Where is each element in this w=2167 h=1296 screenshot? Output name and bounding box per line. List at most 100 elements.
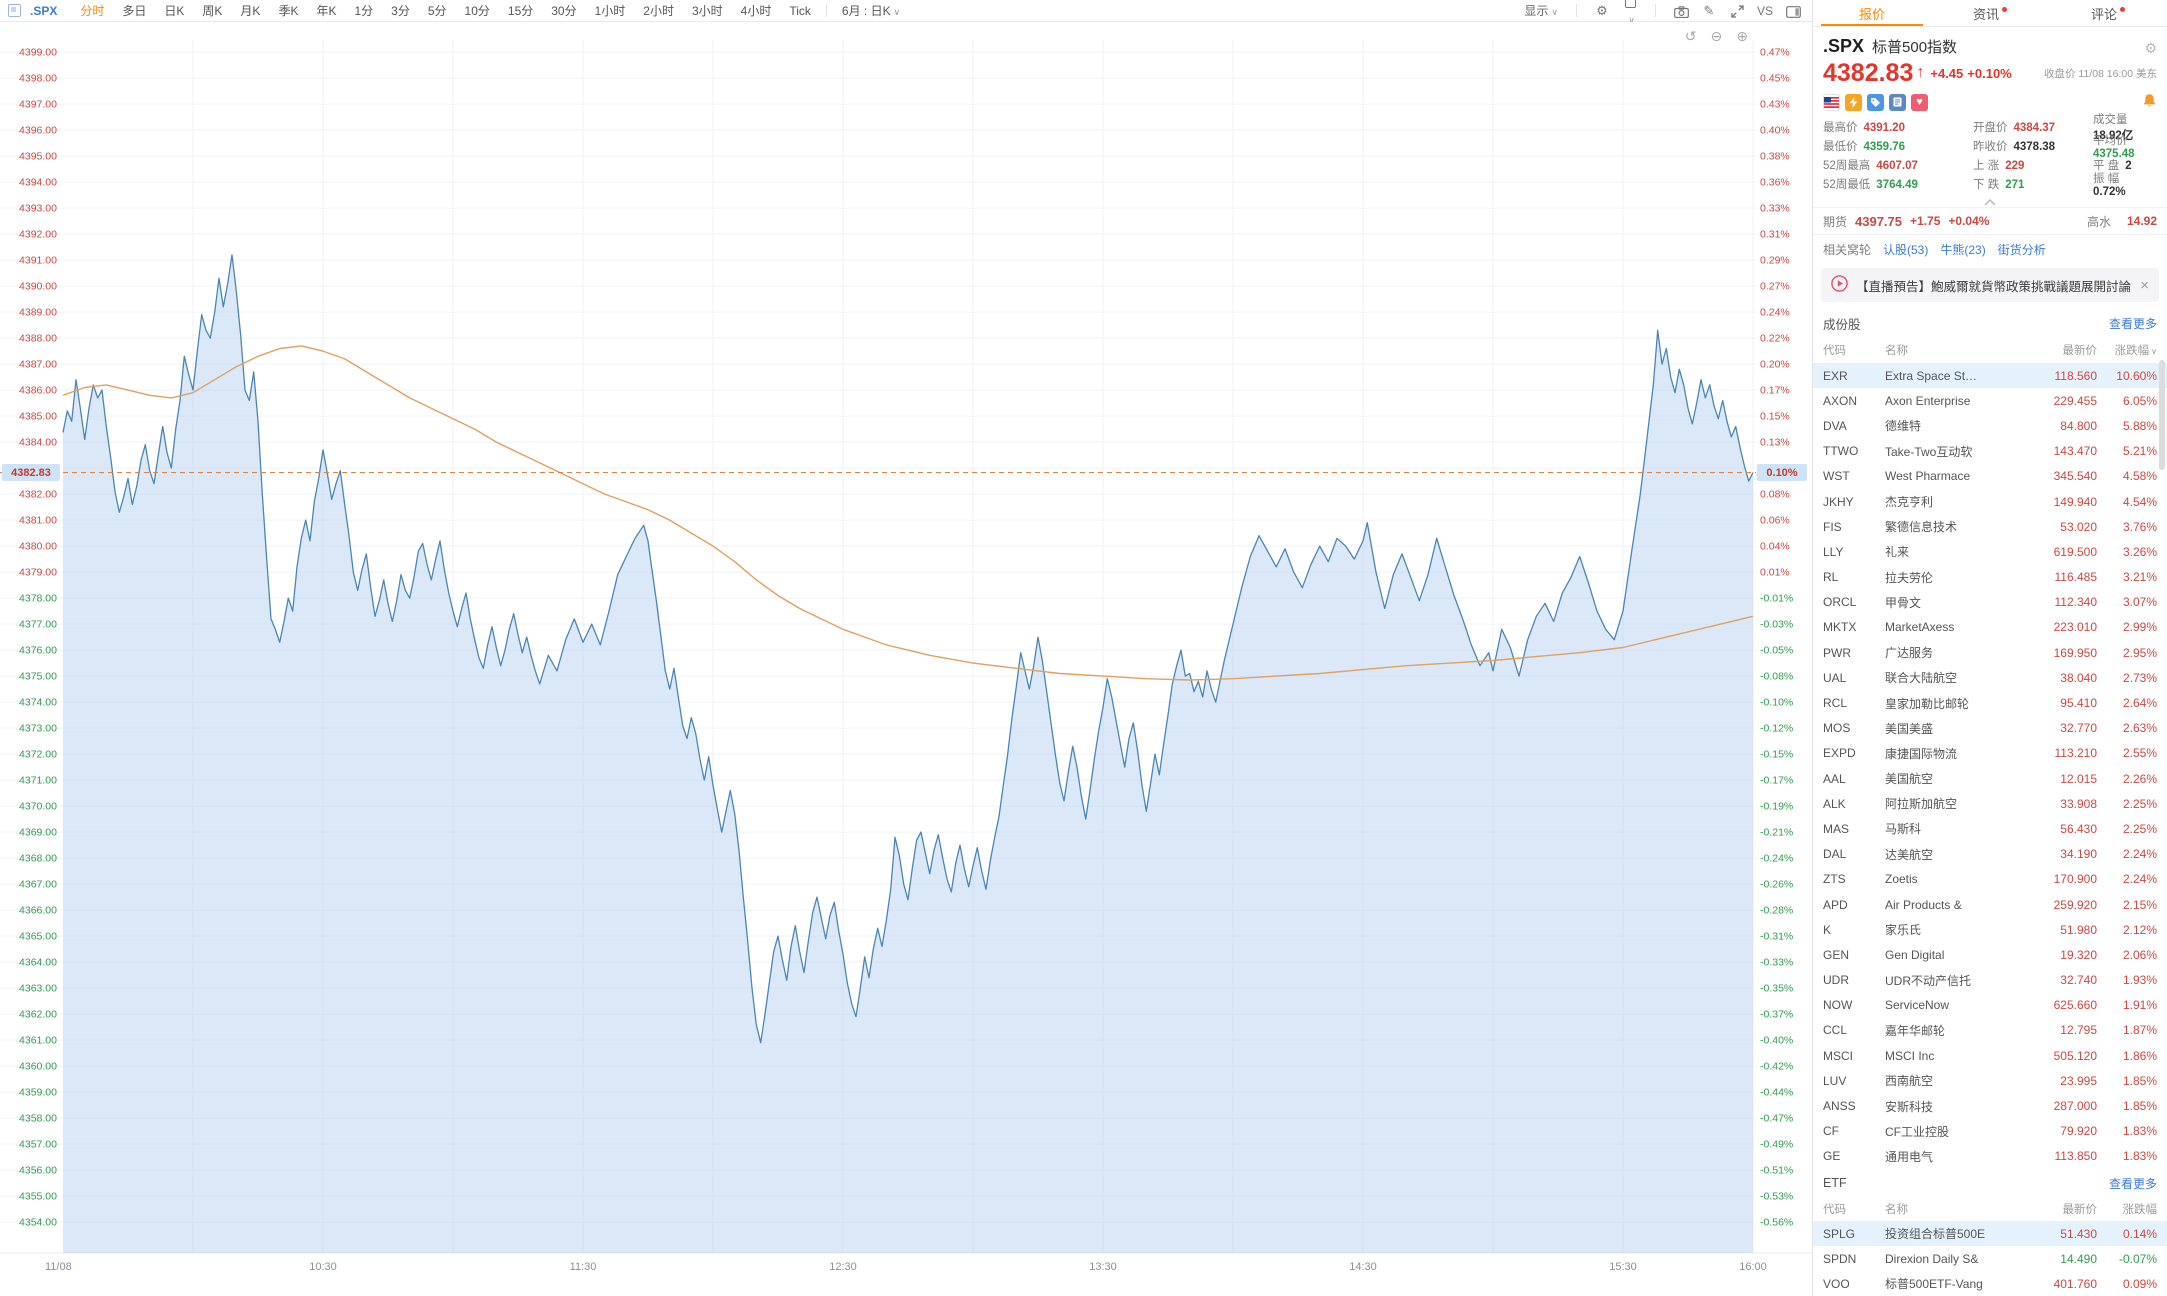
window-layout-icon[interactable]: [8, 4, 21, 17]
table-row[interactable]: PWR 广达服务 169.950 2.95%: [1813, 640, 2167, 665]
table-row[interactable]: K 家乐氏 51.980 2.12%: [1813, 917, 2167, 942]
stock-change: 6.05%: [2122, 393, 2157, 408]
svg-text:-0.12%: -0.12%: [1760, 723, 1793, 735]
table-row[interactable]: JKHY 杰克亨利 149.940 4.54%: [1813, 489, 2167, 514]
stock-code: UDR: [1823, 973, 1849, 988]
period-tab[interactable]: 15分: [507, 4, 534, 18]
period-tab[interactable]: 3分: [391, 4, 410, 18]
etf-see-more-link[interactable]: 查看更多: [2108, 1176, 2157, 1191]
period-tab[interactable]: 分时: [80, 4, 105, 18]
collapse-stats-button[interactable]: [1813, 195, 2167, 207]
tab-资讯[interactable]: 资讯: [1931, 0, 2049, 26]
table-row[interactable]: WST West Pharmace 345.540 4.58%: [1813, 464, 2167, 489]
reset-zoom-icon[interactable]: ↺: [1684, 28, 1697, 44]
stock-change: 2.24%: [2122, 847, 2157, 862]
zoom-out-icon[interactable]: ⊖: [1710, 28, 1723, 44]
alert-bell-icon[interactable]: [2142, 93, 2157, 111]
table-row[interactable]: CCL 嘉年华邮轮 12.795 1.87%: [1813, 1018, 2167, 1043]
notes-ledger-icon[interactable]: [1889, 93, 1906, 111]
svg-text:0.08%: 0.08%: [1760, 489, 1790, 501]
screenshot-camera-icon[interactable]: [1672, 3, 1690, 18]
draw-pencil-icon[interactable]: ✎: [1703, 2, 1715, 18]
table-row[interactable]: GE 通用电气 113.850 1.83%: [1813, 1144, 2167, 1169]
period-tab[interactable]: 4小时: [740, 4, 772, 18]
fullscreen-expand-icon[interactable]: [1728, 3, 1746, 18]
table-row[interactable]: DAL 达美航空 34.190 2.24%: [1813, 842, 2167, 867]
period-tab[interactable]: 30分: [551, 4, 577, 18]
table-row[interactable]: CF CF工业控股 79.920 1.83%: [1813, 1119, 2167, 1144]
table-row[interactable]: AXON Axon Enterprise 229.455 6.05%: [1813, 388, 2167, 413]
table-row[interactable]: APD Air Products & 259.920 2.15%: [1813, 892, 2167, 917]
table-row[interactable]: ORCL 甲骨文 112.340 3.07%: [1813, 590, 2167, 615]
stock-code: MOS: [1823, 721, 1851, 736]
period-tab[interactable]: 季K: [278, 4, 299, 18]
tag-label-icon[interactable]: [1867, 93, 1884, 111]
table-row[interactable]: RL 拉夫劳伦 116.485 3.21%: [1813, 565, 2167, 590]
period-tab[interactable]: 10分: [464, 4, 490, 18]
warrant-link[interactable]: 认股(53): [1883, 242, 1929, 257]
live-broadcast-banner[interactable]: 【直播預告】鮑威爾就貨幣政策挑戰議題展開討論 ×: [1813, 263, 2167, 309]
us-flag-icon: [1823, 93, 1840, 111]
period-tab[interactable]: Tick: [789, 4, 811, 18]
chart-type-dropdown[interactable]: ∨: [1621, 0, 1639, 26]
svg-text:4362.00: 4362.00: [19, 1009, 57, 1021]
table-row[interactable]: LUV 西南航空 23.995 1.85%: [1813, 1068, 2167, 1093]
period-tab[interactable]: 1分: [354, 4, 374, 18]
period-tab[interactable]: 年K: [316, 4, 337, 18]
table-row[interactable]: MKTX MarketAxess 223.010 2.99%: [1813, 615, 2167, 640]
table-row[interactable]: AAL 美国航空 12.015 2.26%: [1813, 766, 2167, 791]
svg-text:4392.00: 4392.00: [19, 229, 57, 241]
constituents-see-more-link[interactable]: 查看更多: [2108, 316, 2157, 331]
table-row[interactable]: DVA 德维特 84.800 5.88%: [1813, 413, 2167, 438]
period-tab[interactable]: 月K: [240, 4, 261, 18]
table-row[interactable]: ZTS Zoetis 170.900 2.24%: [1813, 867, 2167, 892]
price-chart[interactable]: ↺ ⊖ ⊕ 4354.00 -0.56% 4355.00 -0.53% 4356.00 -…: [0, 22, 1812, 1296]
compare-vs-button[interactable]: VS: [1756, 3, 1773, 18]
table-row[interactable]: SPLG 投资组合标普500E 51.430 0.14%: [1813, 1221, 2167, 1247]
warrant-link[interactable]: 街货分析: [1997, 242, 2046, 257]
table-row[interactable]: UAL 联合大陆航空 38.040 2.73%: [1813, 665, 2167, 690]
table-row[interactable]: ALK 阿拉斯加航空 33.908 2.25%: [1813, 791, 2167, 816]
table-row[interactable]: RCL 皇家加勒比邮轮 95.410 2.64%: [1813, 690, 2167, 715]
stock-name: 美国航空: [1885, 772, 1934, 787]
toolbar-symbol[interactable]: .SPX: [30, 3, 58, 18]
table-row[interactable]: TTWO Take-Two互动软 143.470 5.21%: [1813, 439, 2167, 464]
period-tab[interactable]: 2小时: [643, 4, 674, 18]
tab-报价[interactable]: 报价: [1813, 0, 1931, 26]
table-row[interactable]: NOW ServiceNow 625.660 1.91%: [1813, 993, 2167, 1018]
table-row[interactable]: MAS 马斯科 56.430 2.25%: [1813, 816, 2167, 841]
period-tab[interactable]: 周K: [202, 4, 223, 18]
period-tab[interactable]: 多日: [122, 4, 147, 18]
futures-row[interactable]: 期货 4397.75 +1.75 +0.04% 高水 14.92: [1813, 207, 2167, 235]
table-row[interactable]: GEN Gen Digital 19.320 2.06%: [1813, 942, 2167, 967]
stock-code: ALK: [1823, 796, 1846, 811]
panel-gear-icon[interactable]: ⚙: [2144, 40, 2157, 56]
favorite-heart-icon[interactable]: ♥: [1911, 93, 1928, 111]
table-row[interactable]: EXPD 康捷国际物流 113.210 2.55%: [1813, 741, 2167, 766]
display-dropdown[interactable]: 显示 ∨: [1524, 4, 1558, 18]
sort-column[interactable]: 涨跌幅 ∨: [2114, 345, 2157, 357]
warrant-link[interactable]: 牛熊(23): [1940, 242, 1986, 257]
table-row[interactable]: SPDN Direxion Daily S& 14.490 -0.07%: [1813, 1246, 2167, 1271]
scrollbar-thumb[interactable]: [2159, 360, 2165, 470]
settings-gear-icon[interactable]: ⚙: [1596, 2, 1608, 18]
intraday-chart-canvas[interactable]: 4354.00 -0.56% 4355.00 -0.53% 4356.00 -0.51% 4…: [0, 22, 1812, 1296]
subchart-selector[interactable]: 6月 : 日K ∨: [841, 4, 901, 18]
period-tab[interactable]: 日K: [164, 4, 185, 18]
period-tab[interactable]: 3小时: [691, 4, 723, 18]
flash-quote-icon[interactable]: [1845, 93, 1862, 111]
table-row[interactable]: EXR Extra Space St… 118.560 10.60%: [1813, 363, 2167, 389]
side-panel-toggle-icon[interactable]: [1784, 3, 1802, 18]
table-row[interactable]: FIS 繁德信息技术 53.020 3.76%: [1813, 514, 2167, 539]
close-icon[interactable]: ×: [2140, 276, 2149, 294]
table-row[interactable]: MSCI MSCI Inc 505.120 1.86%: [1813, 1043, 2167, 1068]
period-tab[interactable]: 1小时: [594, 4, 626, 18]
period-tab[interactable]: 5分: [427, 4, 447, 18]
table-row[interactable]: VOO 标普500ETF-Vang 401.760 0.09%: [1813, 1271, 2167, 1296]
table-row[interactable]: MOS 美国美盛 32.770 2.63%: [1813, 716, 2167, 741]
tab-评论[interactable]: 评论: [2049, 0, 2167, 26]
zoom-in-icon[interactable]: ⊕: [1736, 28, 1748, 44]
table-row[interactable]: UDR UDR不动产信托 32.740 1.93%: [1813, 968, 2167, 993]
table-row[interactable]: LLY 礼来 619.500 3.26%: [1813, 539, 2167, 564]
table-row[interactable]: ANSS 安斯科技 287.000 1.85%: [1813, 1093, 2167, 1118]
